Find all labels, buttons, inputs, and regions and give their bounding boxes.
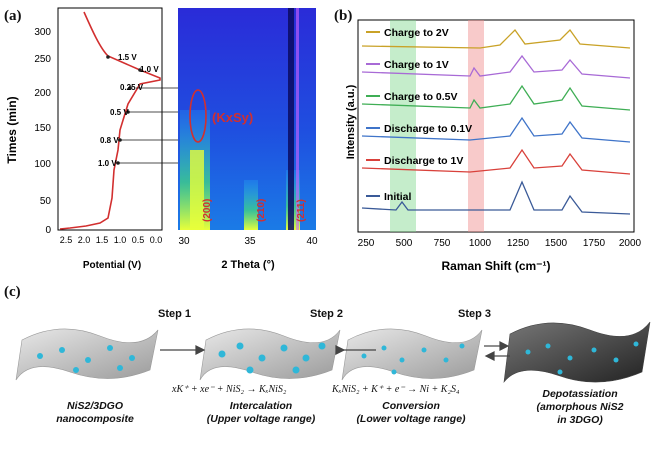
ytick-100: 100 [34,159,51,170]
legend-charge-1v: Charge to 1V [384,59,449,71]
panel-b-label: (b) [334,8,353,24]
panel-b-ylabel: Intensity (a.u.) [345,84,357,159]
panel-a-label: (a) [4,8,22,24]
spectrum-discharge-01v [361,116,631,143]
ytick-150: 150 [34,123,51,134]
caption-nanocomposite-line1: NiS2/3DGO [66,400,124,412]
caption-intercalation-line1: Intercalation [229,400,293,412]
potential-plot-frame [57,7,163,231]
peak-label-211: (211) [296,199,307,222]
ytick-200: 200 [34,88,51,99]
raman-xtick-1500: 1500 [545,238,568,249]
raman-xtick-750: 750 [434,238,451,249]
raman-xtick-1000: 1000 [469,238,492,249]
legend-discharge-1v: Discharge to 1V [384,155,463,167]
pot-xtick-4: 0.5 [132,235,145,245]
potential-curve [59,11,161,230]
step-1-label: Step 1 [158,308,192,320]
voltage-annot-3: 0.25 V [120,83,144,92]
band-green [390,20,416,232]
ytick-250: 250 [34,54,51,65]
panel-c-label: (c) [4,284,21,300]
step-2-label: Step 2 [310,308,344,320]
raman-xtick-1750: 1750 [583,238,606,249]
spectrum-charge-1v [361,54,631,79]
equation-conversion: KₓNiS₂ + K⁺ + e⁻ → Ni + K₂S₄ [332,384,460,395]
caption-depotassiation-line1: Depotassiation [542,388,618,400]
caption-nanocomposite: NiS2/3DGO nanocomposite [40,400,150,426]
peak-label-200: (200) [202,199,213,222]
raman-xtick-2000: 2000 [619,238,642,249]
caption-depotassiation: Depotassiation (amorphous NiS2 in 3DGO) [520,388,640,427]
legend-initial: Initial [384,191,412,203]
ytick-0: 0 [45,225,51,236]
raman-frame [357,19,635,233]
theta-xtick-40: 40 [306,236,318,247]
sheet-4 [503,321,651,384]
legend-discharge-01v: Discharge to 0.1V [384,123,472,135]
voltage-annot-4: 0.5 V [110,108,129,117]
caption-depotassiation-line2: (amorphous NiS2 [536,401,624,413]
ytick-300: 300 [34,27,51,38]
sheet-3 [341,328,483,381]
ytick-50: 50 [40,196,52,207]
raman-xtick-500: 500 [396,238,413,249]
sheet-2 [199,328,341,381]
voltage-annot-1: 1.5 V [118,53,137,62]
spectrum-initial [361,180,631,215]
spectrum-discharge-1v [361,148,631,175]
panel-a-ylabel: Times (min) [5,96,19,163]
potential-xlabel: Potential (V) [83,260,141,271]
panel-b-raman: Intensity (a.u.) Charge to 2V Charge to … [345,19,642,273]
pot-xtick-1: 2.0 [78,235,91,245]
legend-charge-2v: Charge to 2V [384,27,449,39]
caption-intercalation: Intercalation (Upper voltage range) [196,400,326,426]
legend-charge-05v: Charge to 0.5V [384,91,458,103]
caption-depotassiation-line3: in 3DGO) [557,414,603,426]
pot-xtick-3: 1.0 [114,235,127,245]
phase-label: (KxSy) [212,110,253,125]
peak-label-210: (210) [256,199,267,222]
caption-intercalation-line2: (Upper voltage range) [206,413,316,425]
pot-xtick-5: 0.0 [150,235,163,245]
theta-xtick-35: 35 [244,236,256,247]
spectrum-charge-2v [361,28,631,49]
caption-conversion-line2: (Lower voltage range) [356,413,466,425]
panel-a-figure: Times (min) 0 50 100 150 200 250 300 1.5… [5,7,318,271]
caption-conversion: Conversion (Lower voltage range) [346,400,476,426]
voltage-annot-5: 0.8 V [100,136,119,145]
raman-xtick-250: 250 [358,238,375,249]
equation-intercalation: xK⁺ + xe⁻ + NiS₂ → KₓNiS₂ [172,384,287,395]
phase-ellipse [189,89,207,143]
step-3-label: Step 3 [458,308,492,320]
theta-xlabel: 2 Theta (°) [221,259,275,271]
voltage-annot-6: 1.0 V [98,159,117,168]
caption-conversion-line1: Conversion [382,400,440,412]
raman-xlabel: Raman Shift (cm⁻¹) [441,259,550,273]
theta-xtick-30: 30 [178,236,190,247]
panel-c-schematic [15,321,651,384]
raman-xtick-1250: 1250 [507,238,530,249]
voltage-annot-2: 1.0 V [140,65,159,74]
sheet-1 [15,328,159,381]
pot-xtick-0: 2.5 [60,235,73,245]
caption-nanocomposite-line2: nanocomposite [56,413,134,425]
spectrum-charge-05v [361,84,631,111]
pot-xtick-2: 1.5 [96,235,109,245]
